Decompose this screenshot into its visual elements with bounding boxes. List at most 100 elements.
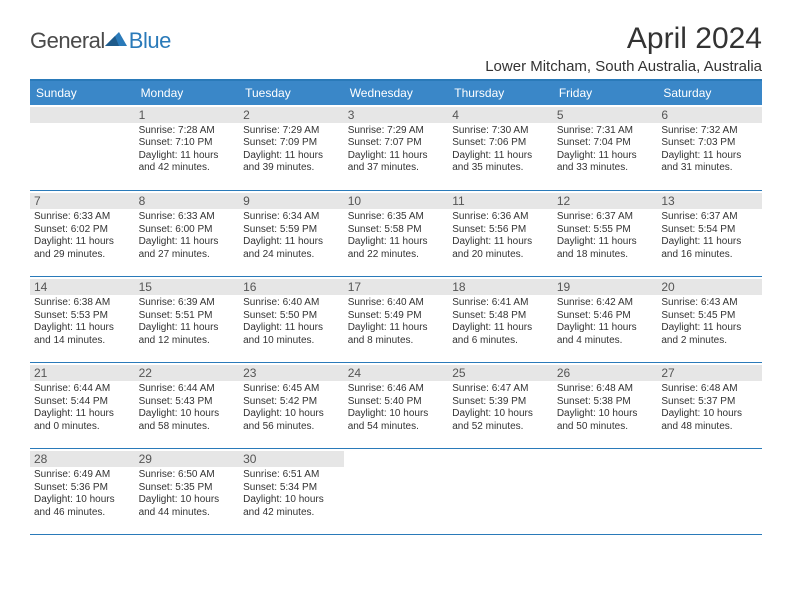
- day-cell: 9 Sunrise: 6:34 AMSunset: 5:59 PMDaylight…: [239, 191, 344, 277]
- day-number: 7: [30, 193, 135, 209]
- logo-text-blue: Blue: [129, 28, 171, 54]
- day-cell: 6Sunrise: 7:32 AMSunset: 7:03 PMDaylight…: [657, 105, 762, 191]
- weekday-header-row: SundayMondayTuesdayWednesdayThursdayFrid…: [30, 81, 762, 105]
- header: General Blue April 2024 Lower Mitcham, S…: [30, 22, 762, 75]
- day-details: Sunrise: 6:43 AMSunset: 5:45 PMDaylight:…: [661, 297, 758, 347]
- day-cell: 19 Sunrise: 6:42 AMSunset: 5:46 PMDayligh…: [553, 277, 658, 363]
- day-cell: [30, 105, 135, 191]
- day-number: 25: [448, 365, 553, 381]
- weekday-saturday: Saturday: [657, 81, 762, 105]
- day-details: Sunrise: 6:45 AMSunset: 5:42 PMDaylight:…: [243, 383, 340, 433]
- weekday-tuesday: Tuesday: [239, 81, 344, 105]
- day-cell: [344, 449, 449, 535]
- day-cell: 25 Sunrise: 6:47 AMSunset: 5:39 PMDayligh…: [448, 363, 553, 449]
- day-cell: 23 Sunrise: 6:45 AMSunset: 5:42 PMDayligh…: [239, 363, 344, 449]
- day-details: Sunrise: 6:40 AMSunset: 5:49 PMDaylight:…: [348, 297, 445, 347]
- day-number: 13: [657, 193, 762, 209]
- day-details: Sunrise: 6:44 AMSunset: 5:43 PMDaylight:…: [139, 383, 236, 433]
- day-cell: 2 Sunrise: 7:29 AMSunset: 7:09 PMDaylight…: [239, 105, 344, 191]
- weekday-thursday: Thursday: [448, 81, 553, 105]
- day-details: Sunrise: 7:30 AMSunset: 7:06 PMDaylight:…: [452, 125, 549, 175]
- title-block: April 2024 Lower Mitcham, South Australi…: [485, 22, 762, 75]
- day-cell: 20Sunrise: 6:43 AMSunset: 5:45 PMDayligh…: [657, 277, 762, 363]
- day-details: Sunrise: 7:31 AMSunset: 7:04 PMDaylight:…: [557, 125, 654, 175]
- day-cell: 3Sunrise: 7:29 AMSunset: 7:07 PMDaylight…: [344, 105, 449, 191]
- day-details: Sunrise: 6:37 AMSunset: 5:54 PMDaylight:…: [661, 211, 758, 261]
- day-number: 19: [553, 279, 658, 295]
- day-cell: 12 Sunrise: 6:37 AMSunset: 5:55 PMDayligh…: [553, 191, 658, 277]
- day-details: Sunrise: 6:41 AMSunset: 5:48 PMDaylight:…: [452, 297, 549, 347]
- week-row: 28 Sunrise: 6:49 AMSunset: 5:36 PMDayligh…: [30, 449, 762, 535]
- day-number: 21: [30, 365, 135, 381]
- day-number: 30: [239, 451, 344, 467]
- day-number: 29: [135, 451, 240, 467]
- day-details: Sunrise: 6:38 AMSunset: 5:53 PMDaylight:…: [34, 297, 131, 347]
- day-number: 24: [344, 365, 449, 381]
- weekday-wednesday: Wednesday: [344, 81, 449, 105]
- day-details: Sunrise: 6:40 AMSunset: 5:50 PMDaylight:…: [243, 297, 340, 347]
- day-cell: 22 Sunrise: 6:44 AMSunset: 5:43 PMDayligh…: [135, 363, 240, 449]
- day-details: Sunrise: 6:35 AMSunset: 5:58 PMDaylight:…: [348, 211, 445, 261]
- day-details: Sunrise: 6:33 AMSunset: 6:02 PMDaylight:…: [34, 211, 131, 261]
- day-details: Sunrise: 6:48 AMSunset: 5:37 PMDaylight:…: [661, 383, 758, 433]
- day-cell: [657, 449, 762, 535]
- day-details: Sunrise: 6:51 AMSunset: 5:34 PMDaylight:…: [243, 469, 340, 519]
- day-number: 8: [135, 193, 240, 209]
- logo-triangle-icon: [105, 30, 127, 46]
- day-details: Sunrise: 6:50 AMSunset: 5:35 PMDaylight:…: [139, 469, 236, 519]
- day-cell: 28 Sunrise: 6:49 AMSunset: 5:36 PMDayligh…: [30, 449, 135, 535]
- day-cell: [553, 449, 658, 535]
- day-details: Sunrise: 6:34 AMSunset: 5:59 PMDaylight:…: [243, 211, 340, 261]
- day-cell: 11Sunrise: 6:36 AMSunset: 5:56 PMDayligh…: [448, 191, 553, 277]
- day-cell: 30 Sunrise: 6:51 AMSunset: 5:34 PMDayligh…: [239, 449, 344, 535]
- day-number: 4: [448, 107, 553, 123]
- day-cell: 8Sunrise: 6:33 AMSunset: 6:00 PMDaylight…: [135, 191, 240, 277]
- day-cell: 4 Sunrise: 7:30 AMSunset: 7:06 PMDaylight…: [448, 105, 553, 191]
- day-cell: 16Sunrise: 6:40 AMSunset: 5:50 PMDayligh…: [239, 277, 344, 363]
- week-row: 1 Sunrise: 7:28 AMSunset: 7:10 PMDaylight…: [30, 105, 762, 191]
- day-cell: 10Sunrise: 6:35 AMSunset: 5:58 PMDayligh…: [344, 191, 449, 277]
- day-number: 22: [135, 365, 240, 381]
- day-cell: [448, 449, 553, 535]
- day-cell: 29 Sunrise: 6:50 AMSunset: 5:35 PMDayligh…: [135, 449, 240, 535]
- day-cell: 13 Sunrise: 6:37 AMSunset: 5:54 PMDayligh…: [657, 191, 762, 277]
- day-number: 28: [30, 451, 135, 467]
- day-details: Sunrise: 6:42 AMSunset: 5:46 PMDaylight:…: [557, 297, 654, 347]
- day-details: Sunrise: 6:39 AMSunset: 5:51 PMDaylight:…: [139, 297, 236, 347]
- day-details: Sunrise: 6:44 AMSunset: 5:44 PMDaylight:…: [34, 383, 131, 433]
- location: Lower Mitcham, South Australia, Australi…: [485, 58, 762, 75]
- weekday-monday: Monday: [135, 81, 240, 105]
- day-number-band-empty: [30, 107, 135, 123]
- day-details: Sunrise: 6:37 AMSunset: 5:55 PMDaylight:…: [557, 211, 654, 261]
- week-row: 14 Sunrise: 6:38 AMSunset: 5:53 PMDayligh…: [30, 277, 762, 363]
- day-number: 11: [448, 193, 553, 209]
- day-details: Sunrise: 7:29 AMSunset: 7:09 PMDaylight:…: [243, 125, 340, 175]
- day-number: 12: [553, 193, 658, 209]
- day-details: Sunrise: 7:28 AMSunset: 7:10 PMDaylight:…: [139, 125, 236, 175]
- day-cell: 5Sunrise: 7:31 AMSunset: 7:04 PMDaylight…: [553, 105, 658, 191]
- day-number: 2: [239, 107, 344, 123]
- day-details: Sunrise: 6:48 AMSunset: 5:38 PMDaylight:…: [557, 383, 654, 433]
- day-cell: 26 Sunrise: 6:48 AMSunset: 5:38 PMDayligh…: [553, 363, 658, 449]
- day-number: 14: [30, 279, 135, 295]
- day-cell: 27Sunrise: 6:48 AMSunset: 5:37 PMDayligh…: [657, 363, 762, 449]
- weekday-friday: Friday: [553, 81, 658, 105]
- week-row: 7 Sunrise: 6:33 AMSunset: 6:02 PMDaylight…: [30, 191, 762, 277]
- day-cell: 14 Sunrise: 6:38 AMSunset: 5:53 PMDayligh…: [30, 277, 135, 363]
- day-details: Sunrise: 6:49 AMSunset: 5:36 PMDaylight:…: [34, 469, 131, 519]
- week-row: 21 Sunrise: 6:44 AMSunset: 5:44 PMDayligh…: [30, 363, 762, 449]
- day-details: Sunrise: 7:29 AMSunset: 7:07 PMDaylight:…: [348, 125, 445, 175]
- day-cell: 7 Sunrise: 6:33 AMSunset: 6:02 PMDaylight…: [30, 191, 135, 277]
- day-number: 23: [239, 365, 344, 381]
- day-number: 26: [553, 365, 658, 381]
- day-cell: 18Sunrise: 6:41 AMSunset: 5:48 PMDayligh…: [448, 277, 553, 363]
- day-number: 9: [239, 193, 344, 209]
- day-number: 1: [135, 107, 240, 123]
- day-number: 17: [344, 279, 449, 295]
- day-details: Sunrise: 6:46 AMSunset: 5:40 PMDaylight:…: [348, 383, 445, 433]
- day-number: 15: [135, 279, 240, 295]
- day-cell: 17 Sunrise: 6:40 AMSunset: 5:49 PMDayligh…: [344, 277, 449, 363]
- logo-text-general: General: [30, 28, 105, 54]
- day-details: Sunrise: 6:47 AMSunset: 5:39 PMDaylight:…: [452, 383, 549, 433]
- calendar-table: SundayMondayTuesdayWednesdayThursdayFrid…: [30, 81, 762, 536]
